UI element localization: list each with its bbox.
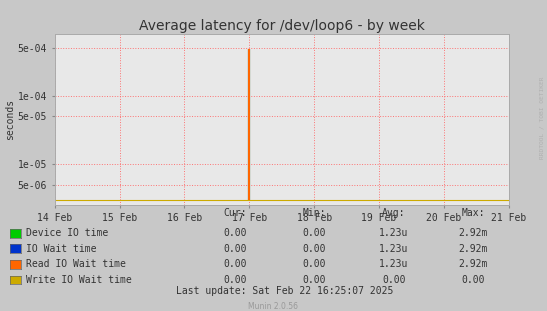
Text: RRDTOOL / TOBI OETIKER: RRDTOOL / TOBI OETIKER	[539, 77, 544, 160]
Text: 0.00: 0.00	[382, 275, 405, 285]
Text: Write IO Wait time: Write IO Wait time	[26, 275, 132, 285]
Text: Max:: Max:	[462, 208, 485, 218]
Text: Last update: Sat Feb 22 16:25:07 2025: Last update: Sat Feb 22 16:25:07 2025	[176, 286, 393, 296]
Text: 2.92m: 2.92m	[458, 259, 488, 269]
Title: Average latency for /dev/loop6 - by week: Average latency for /dev/loop6 - by week	[139, 19, 424, 33]
Text: Munin 2.0.56: Munin 2.0.56	[248, 301, 299, 310]
Text: 0.00: 0.00	[303, 259, 326, 269]
Text: Device IO time: Device IO time	[26, 228, 108, 238]
Text: 0.00: 0.00	[224, 228, 247, 238]
Text: 0.00: 0.00	[303, 228, 326, 238]
Text: IO Wait time: IO Wait time	[26, 244, 97, 254]
Y-axis label: seconds: seconds	[5, 99, 15, 140]
Text: 2.92m: 2.92m	[458, 244, 488, 254]
Text: 0.00: 0.00	[224, 275, 247, 285]
Text: 1.23u: 1.23u	[379, 259, 409, 269]
Text: 0.00: 0.00	[303, 244, 326, 254]
Text: 0.00: 0.00	[224, 244, 247, 254]
Text: 1.23u: 1.23u	[379, 244, 409, 254]
Text: Read IO Wait time: Read IO Wait time	[26, 259, 126, 269]
Text: 0.00: 0.00	[224, 259, 247, 269]
Text: 1.23u: 1.23u	[379, 228, 409, 238]
Text: Min:: Min:	[303, 208, 326, 218]
Text: Avg:: Avg:	[382, 208, 405, 218]
Text: 0.00: 0.00	[462, 275, 485, 285]
Text: 2.92m: 2.92m	[458, 228, 488, 238]
Text: Cur:: Cur:	[224, 208, 247, 218]
Text: 0.00: 0.00	[303, 275, 326, 285]
